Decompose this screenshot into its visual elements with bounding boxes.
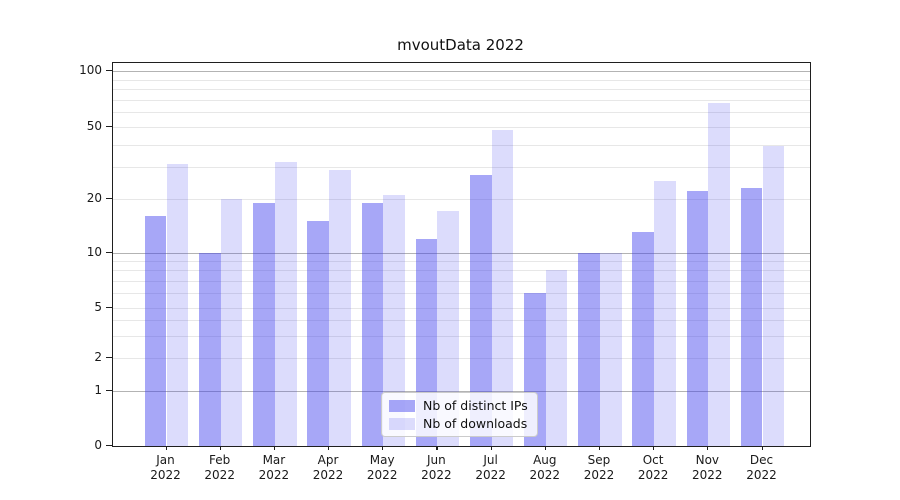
bar-distinct-ips-feb	[199, 252, 221, 446]
gridline-y-40	[113, 144, 810, 146]
x-tick-mark	[599, 446, 601, 450]
legend-row-distinct-ips: Nb of distinct IPs	[389, 398, 528, 413]
bar-downloads-nov	[708, 103, 730, 446]
y-tick-mark	[106, 70, 112, 72]
x-tick-mark	[219, 446, 221, 450]
gridline-y-20	[113, 198, 810, 200]
gridline-y-1	[113, 391, 810, 392]
gridline-y-2	[113, 357, 810, 359]
gridline-y-60	[113, 112, 810, 114]
x-tick-label-aug: Aug 2022	[529, 453, 561, 482]
y-tick-label-50: 50	[86, 119, 102, 133]
gridline-y-30	[113, 167, 810, 168]
bar-downloads-mar	[274, 161, 297, 446]
gridline-y-6	[113, 293, 810, 295]
x-tick-mark	[490, 446, 492, 450]
gridline-y-4	[113, 319, 810, 321]
legend-swatch-downloads	[389, 417, 415, 430]
bar-downloads-apr	[329, 169, 351, 446]
x-tick-mark	[273, 446, 276, 450]
x-tick-mark	[761, 446, 763, 450]
x-tick-mark	[165, 446, 167, 450]
bar-downloads-oct	[654, 181, 676, 446]
gridline-y-80	[113, 89, 810, 90]
plot-area: Nb of distinct IPs Nb of downloads	[112, 62, 811, 447]
bar-downloads-jan	[166, 164, 189, 446]
x-tick-mark	[436, 446, 438, 450]
y-tick-mark	[106, 356, 112, 358]
legend-label-distinct-ips: Nb of distinct IPs	[423, 398, 528, 413]
bar-distinct-ips-mar	[253, 202, 275, 446]
gridline-y-9	[113, 261, 810, 263]
y-tick-mark	[106, 306, 112, 308]
bar-distinct-ips-dec	[740, 187, 763, 446]
x-tick-mark	[707, 446, 709, 450]
bar-downloads-aug	[545, 270, 568, 446]
gridline-y-50	[113, 127, 810, 128]
y-tick-label-100: 100	[79, 63, 102, 77]
bar-distinct-ips-sep	[578, 252, 600, 446]
y-tick-label-1: 1	[94, 383, 102, 397]
x-tick-label-may: May 2022	[366, 453, 398, 482]
y-tick-label-2: 2	[94, 349, 102, 364]
legend-swatch-distinct-ips	[389, 399, 415, 412]
bar-downloads-jun	[437, 211, 460, 446]
bar-distinct-ips-may	[361, 202, 384, 446]
x-tick-label-feb: Feb 2022	[204, 453, 235, 482]
gridline-y-7	[113, 281, 810, 282]
x-tick-label-jul: Jul 2022	[475, 453, 506, 482]
bar-distinct-ips-jan	[144, 216, 167, 446]
bar-downloads-feb	[220, 198, 243, 446]
x-tick-label-nov: Nov 2022	[692, 453, 723, 482]
y-tick-label-20: 20	[86, 190, 102, 205]
y-tick-mark	[106, 251, 112, 253]
bar-distinct-ips-apr	[307, 221, 329, 446]
gridline-y-90	[113, 79, 810, 81]
gridline-y-8	[113, 270, 810, 272]
chart-title: mvoutData 2022	[397, 36, 524, 54]
gridline-y-5	[113, 307, 810, 309]
x-tick-label-oct: Oct 2022	[637, 453, 669, 482]
x-tick-mark	[382, 446, 384, 450]
bar-distinct-ips-oct	[632, 232, 655, 446]
bar-distinct-ips-jul	[469, 175, 492, 446]
gridline-y-10	[113, 252, 810, 254]
x-tick-label-dec: Dec 2022	[746, 453, 777, 482]
bar-distinct-ips-nov	[686, 191, 709, 446]
legend-row-downloads: Nb of downloads	[389, 416, 528, 431]
y-tick-mark	[106, 197, 112, 199]
y-tick-label-0: 0	[94, 438, 102, 452]
gridline-y-70	[113, 99, 810, 101]
x-tick-mark	[544, 446, 546, 450]
y-tick-mark	[106, 126, 112, 128]
x-tick-label-jan: Jan 2022	[150, 453, 181, 482]
bar-downloads-dec	[762, 146, 785, 446]
x-tick-label-jun: Jun 2022	[421, 453, 452, 482]
x-tick-mark	[328, 446, 330, 450]
x-tick-label-sep: Sep 2022	[583, 453, 615, 482]
y-tick-mark	[106, 445, 112, 447]
y-tick-mark	[106, 390, 112, 392]
legend-label-downloads: Nb of downloads	[423, 416, 528, 431]
bar-downloads-may	[383, 194, 405, 446]
legend: Nb of distinct IPs Nb of downloads	[381, 392, 538, 437]
y-tick-label-5: 5	[94, 299, 102, 314]
x-tick-label-apr: Apr 2022	[312, 453, 344, 482]
gridline-y-100	[113, 71, 810, 72]
x-tick-label-mar: Mar 2022	[258, 453, 290, 482]
x-tick-mark	[653, 446, 655, 450]
bar-downloads-sep	[600, 252, 622, 446]
gridline-y-3	[113, 335, 810, 337]
bar-downloads-jul	[491, 130, 514, 446]
y-tick-label-10: 10	[86, 244, 102, 259]
